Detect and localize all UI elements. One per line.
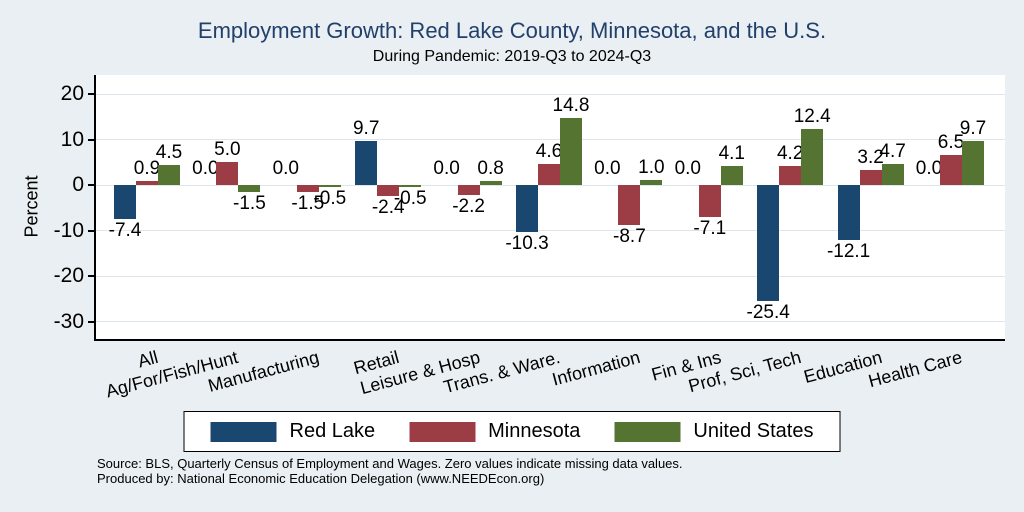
value-label: 0.0 [915, 158, 943, 179]
bar [801, 128, 824, 185]
bar [837, 185, 860, 241]
y-axis-title: Percent [21, 175, 42, 238]
gridline [95, 184, 1005, 186]
gridline [95, 230, 1005, 231]
produced-line: Produced by: National Economic Education… [97, 471, 545, 486]
x-axis-line [94, 339, 1005, 341]
bar [640, 180, 663, 185]
bar [399, 185, 422, 188]
value-label: -2.2 [452, 196, 485, 217]
chart-subtitle: During Pandemic: 2019-Q3 to 2024-Q3 [372, 48, 652, 65]
bar [560, 117, 582, 185]
value-label: -25.4 [746, 301, 790, 323]
legend-swatch [614, 421, 681, 442]
bar [457, 185, 480, 195]
legend-label: Red Lake [289, 420, 376, 442]
value-label: 0.0 [192, 158, 219, 179]
value-label: 0.0 [433, 158, 460, 179]
value-label: -7.4 [108, 219, 142, 241]
value-label: 4.6 [535, 141, 563, 163]
value-label: -0.5 [313, 188, 347, 210]
value-label: -12.1 [826, 241, 871, 263]
value-label: 0.8 [477, 158, 504, 180]
y-tick [88, 229, 95, 232]
bar [618, 185, 641, 225]
y-tick-label: -20 [53, 264, 84, 287]
value-label: 4.7 [879, 140, 906, 162]
bar [720, 166, 743, 185]
bar [859, 170, 882, 185]
bar [136, 180, 158, 185]
value-label: 14.8 [552, 94, 590, 116]
value-label: -1.5 [233, 192, 266, 214]
value-label: 6.5 [937, 132, 965, 154]
bar [516, 185, 538, 232]
gridline [95, 139, 1005, 140]
bar [377, 185, 400, 196]
bar [940, 155, 962, 185]
gridline [95, 93, 1005, 95]
y-tick-label: -10 [53, 218, 84, 242]
legend-swatch [210, 421, 277, 442]
y-tick-label: 20 [60, 82, 84, 105]
bar [238, 185, 261, 192]
value-label: -1.5 [291, 192, 325, 214]
legend-label: Minnesota [488, 420, 581, 442]
bar [318, 185, 341, 188]
value-label: 1.0 [638, 157, 665, 179]
legend-item: United States [614, 420, 813, 443]
bar [881, 163, 904, 185]
value-label: 3.2 [857, 147, 884, 169]
y-tick-label: 0 [72, 173, 84, 196]
bar [296, 185, 319, 192]
value-label: -2.4 [371, 196, 405, 218]
source-note: Source: BLS, Quarterly Census of Employm… [97, 456, 683, 486]
value-label: -8.7 [613, 225, 646, 247]
y-tick-label: -30 [53, 309, 84, 333]
legend-item: Red Lake [210, 420, 376, 443]
value-label: 12.4 [793, 105, 831, 127]
value-label: -7.1 [693, 218, 727, 240]
legend-label: United States [693, 420, 814, 442]
value-label: 0.9 [133, 157, 161, 179]
gridline [95, 321, 1005, 322]
value-label: 9.7 [352, 117, 380, 139]
bar [114, 185, 136, 219]
value-label: 4.1 [718, 143, 745, 165]
y-tick [88, 275, 95, 277]
value-label: -10.3 [505, 232, 549, 254]
value-label: 4.5 [155, 141, 183, 163]
y-tick-label: 10 [60, 127, 84, 151]
value-label: 0.0 [674, 158, 701, 179]
bar [779, 165, 802, 185]
y-axis-line [94, 75, 96, 341]
value-label: 5.0 [214, 139, 241, 161]
source-line: Source: BLS, Quarterly Census of Employm… [97, 456, 683, 471]
bar [698, 185, 721, 218]
gridline [95, 275, 1005, 277]
legend-swatch [409, 421, 476, 442]
bar [158, 164, 180, 185]
bar [962, 140, 984, 185]
value-label: 0.0 [272, 158, 299, 179]
value-label: 0.0 [594, 158, 621, 179]
y-tick [88, 138, 95, 141]
bar [479, 181, 502, 185]
bar [216, 162, 239, 185]
value-label: -0.5 [393, 188, 427, 210]
legend: Red Lake Minnesota United States [183, 411, 841, 452]
y-tick [88, 320, 95, 323]
y-tick [88, 93, 95, 95]
bar [538, 164, 560, 185]
chart-title: Employment Growth: Red Lake County, Minn… [197, 18, 827, 43]
y-tick [88, 184, 95, 186]
value-label: 4.2 [776, 142, 804, 164]
legend-item: Minnesota [409, 420, 580, 443]
bar [757, 185, 780, 301]
value-label: 9.7 [959, 117, 987, 139]
bar [355, 140, 378, 185]
